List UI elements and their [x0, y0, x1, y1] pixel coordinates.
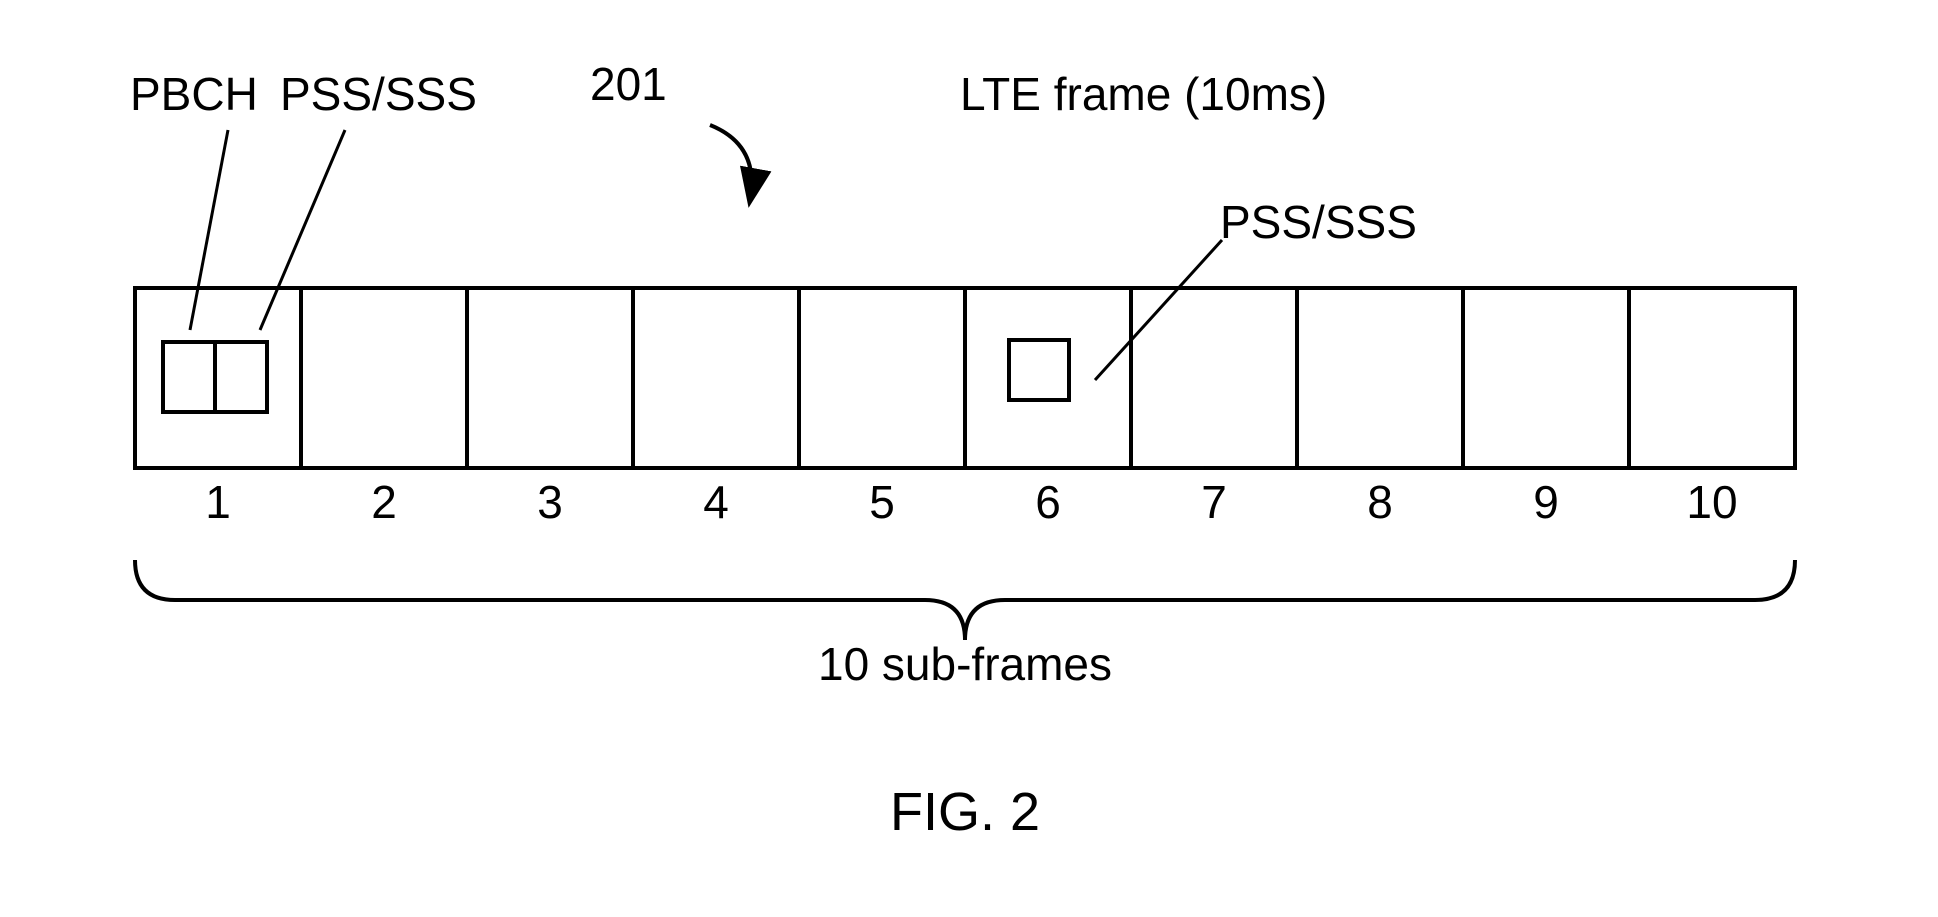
frame-title: LTE frame (10ms) — [960, 68, 1327, 120]
pss-sss-label-1: PSS/SSS — [280, 68, 477, 120]
subframe-number: 4 — [703, 476, 729, 528]
pbch-box — [163, 342, 215, 412]
subframe-number: 3 — [537, 476, 563, 528]
subframe-number: 9 — [1533, 476, 1559, 528]
subframe-number: 1 — [205, 476, 231, 528]
reference-arrow — [710, 125, 752, 200]
subframes-brace — [135, 560, 1795, 640]
figure-caption: FIG. 2 — [890, 782, 1040, 842]
pss-sss-box-1 — [215, 342, 267, 412]
subframe-number: 6 — [1035, 476, 1061, 528]
pbch-label: PBCH — [130, 68, 258, 120]
subframe-number: 7 — [1201, 476, 1227, 528]
subframe-number: 5 — [869, 476, 895, 528]
reference-number: 201 — [590, 58, 667, 110]
subframe-number: 8 — [1367, 476, 1393, 528]
pss-sss-box-2 — [1009, 340, 1069, 400]
subframes-caption: 10 sub-frames — [818, 638, 1112, 690]
pss-sss-label-2: PSS/SSS — [1220, 196, 1417, 248]
subframe-number: 2 — [371, 476, 397, 528]
subframe-number: 10 — [1686, 476, 1737, 528]
